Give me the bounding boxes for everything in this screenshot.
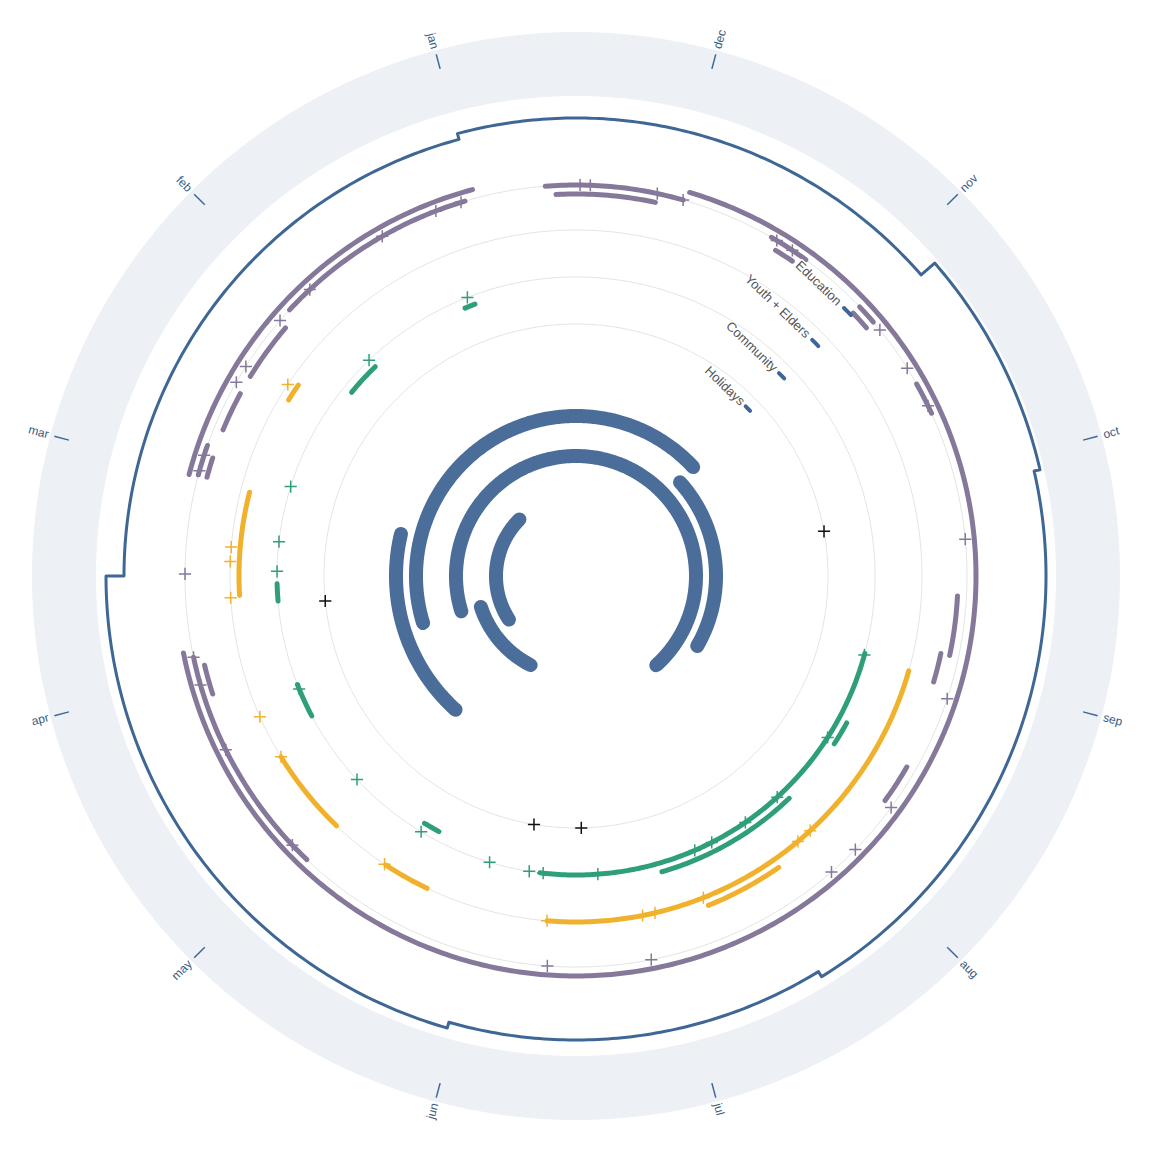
svg-text:Community: Community [723, 318, 781, 375]
svg-text:feb: feb [173, 173, 195, 195]
svg-text:may: may [169, 957, 195, 983]
svg-text:sep: sep [1102, 710, 1125, 729]
svg-text:jul: jul [710, 1101, 727, 1117]
svg-text:Education: Education [793, 258, 845, 309]
svg-text:aug: aug [957, 957, 981, 981]
svg-text:nov: nov [957, 171, 981, 195]
svg-text:Holidays: Holidays [702, 363, 749, 409]
svg-text:dec: dec [710, 28, 729, 50]
svg-text:Youth + Elders: Youth + Elders [742, 271, 814, 341]
svg-text:mar: mar [27, 422, 51, 441]
svg-text:jun: jun [423, 1102, 441, 1122]
svg-text:oct: oct [1102, 423, 1122, 441]
svg-text:jan: jan [424, 30, 442, 50]
svg-text:apr: apr [30, 710, 50, 728]
